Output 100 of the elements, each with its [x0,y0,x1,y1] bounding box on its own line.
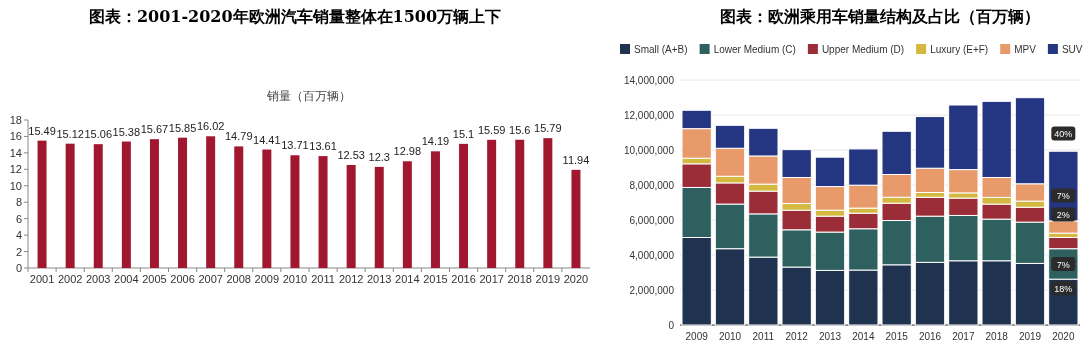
data-label: 16.02 [196,120,225,133]
x-tick-label: 2017 [479,273,504,285]
legend-label: SUV [1061,44,1083,55]
chart-title: 图表：欧洲乘用车销量结构及占比（百万辆） [720,7,1040,26]
data-label: 12.3 [368,150,390,163]
bar [318,156,328,268]
x-tick-label: 2001 [29,273,55,285]
y-tick-label: 18 [9,114,22,126]
x-tick-label: 2015 [423,273,448,285]
data-label: 15.85 [168,121,197,134]
x-tick-label: 2008 [226,273,251,285]
bar [571,169,581,268]
bar [37,140,47,268]
x-tick-label: 2019 [535,273,561,285]
y-tick-label: 4,000,000 [629,250,675,261]
data-label: 15.06 [84,128,113,141]
bar [487,139,497,268]
data-label: 15.1 [452,127,475,140]
data-label: 15.67 [140,123,169,136]
annotation: 40% [1054,129,1073,140]
x-tick-label: 2015 [885,331,909,342]
legend-label: MPV [1014,44,1037,55]
annotation: 18% [1054,283,1073,294]
x-tick-label: 2020 [563,273,589,285]
data-label: 13.71 [281,139,309,152]
bar [374,166,384,268]
data-label: 15.59 [477,123,506,136]
x-tick-label: 2013 [818,331,842,342]
data-label: 15.79 [534,122,562,135]
legend-label: Luxury (E+F) [930,44,989,55]
bar [121,141,131,268]
x-tick-label: 2004 [114,273,139,285]
annotation: 7% [1056,191,1070,201]
chart-title: 图表：2001-2020年欧洲汽车销量整体在1500万辆上下 [88,7,502,26]
y-tick-label: 10 [9,179,22,192]
bar [93,144,103,268]
x-tick-label: 2017 [952,331,975,342]
x-tick-label: 2009 [685,331,709,342]
bar [346,164,356,268]
bar [178,137,188,268]
data-label: 15.49 [28,124,56,137]
x-tick-label: 2002 [57,273,83,285]
x-tick-label: 2005 [142,273,167,285]
data-label: 11.94 [562,153,590,166]
data-label: 12.53 [337,148,365,161]
x-tick-label: 2020 [1052,331,1075,342]
y-tick-label: 2 [15,245,22,258]
y-tick-label: 8,000,000 [629,180,675,191]
x-tick-label: 2018 [985,331,1009,342]
bar [290,155,300,268]
y-tick-label: 0 [15,262,22,274]
bar [65,143,75,268]
x-tick-label: 2007 [198,273,223,285]
bar [430,151,440,268]
annotation: 7% [1056,259,1070,270]
x-tick-label: 2010 [718,331,742,342]
data-label: 13.61 [309,140,337,153]
x-tick-label: 2003 [86,273,111,285]
x-tick-label: 2014 [852,331,875,342]
bar [206,136,216,268]
y-tick-label: 10,000,000 [623,145,675,156]
data-label: 15.12 [56,127,84,140]
chart-subtitle: 销量（百万辆） [266,89,351,103]
bar [515,139,525,268]
x-tick-label: 2010 [282,273,308,285]
y-tick-label: 14 [9,146,22,159]
legend-label: Lower Medium (C) [713,44,796,55]
y-tick-label: 2,000,000 [629,285,675,296]
bar [402,161,412,268]
y-tick-label: 8 [15,196,22,209]
y-tick-label: 16 [9,130,22,143]
x-tick-label: 2014 [395,273,420,285]
x-tick-label: 2012 [338,273,364,285]
y-tick-label: 12 [9,163,22,176]
x-tick-label: 2013 [367,273,392,285]
bar [459,143,469,268]
x-tick-label: 2016 [918,331,942,342]
y-tick-label: 6,000,000 [629,215,675,226]
y-tick-label: 0 [668,320,675,331]
y-tick-label: 6 [15,212,22,225]
y-tick-label: 12,000,000 [623,110,675,121]
data-label: 14.19 [421,135,450,148]
x-tick-label: 2011 [311,273,335,285]
bar [234,146,244,268]
bar [262,149,272,268]
bar [149,139,159,268]
x-tick-label: 2012 [785,331,809,342]
y-tick-label: 4 [15,229,22,242]
x-tick-label: 2019 [1018,331,1042,342]
data-label: 15.38 [112,125,141,138]
bar [543,138,553,268]
annotation: 2% [1056,209,1070,220]
x-tick-label: 2009 [254,273,280,285]
data-label: 12.98 [393,145,422,158]
legend-label: Small (A+B) [634,44,688,55]
x-tick-label: 2016 [451,273,476,285]
x-tick-label: 2011 [752,331,775,342]
data-label: 14.79 [224,130,253,143]
x-tick-label: 2018 [507,273,532,285]
data-label: 15.6 [509,123,531,136]
